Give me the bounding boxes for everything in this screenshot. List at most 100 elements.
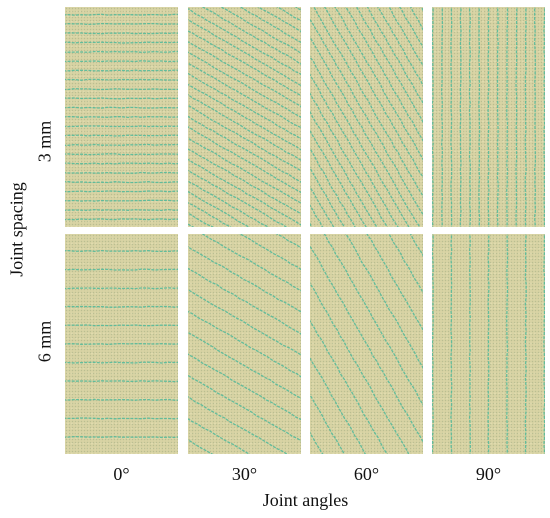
joint-line: [65, 249, 178, 253]
joint-lines: [65, 13, 178, 221]
joint-line: [188, 310, 301, 378]
joint-line: [65, 398, 178, 401]
joint-line: [65, 32, 178, 35]
joint-line: [65, 417, 178, 420]
joint-line: [355, 7, 423, 124]
col-axis-title: Joint angles: [262, 490, 349, 510]
joint-line: [310, 55, 410, 227]
joint-line: [543, 7, 545, 227]
panel-6mm-90deg: [432, 234, 545, 454]
joint-line: [405, 7, 424, 172]
joint-line: [188, 8, 301, 75]
row-label-3mm: 3 mm: [34, 120, 55, 163]
joint-line: [65, 134, 178, 137]
joint-line: [313, 7, 423, 198]
joint-line: [506, 234, 509, 454]
joint-line: [65, 69, 178, 72]
joint-line: [65, 22, 178, 26]
panel-3mm-30deg: [188, 7, 301, 227]
col-label-30deg: 30°: [231, 464, 258, 484]
joint-line: [397, 234, 423, 404]
joint-line: [188, 163, 295, 227]
joint-line: [432, 234, 434, 454]
joint-line: [65, 13, 178, 16]
joint-line: [323, 234, 423, 406]
joint-line: [65, 41, 178, 44]
joint-line: [310, 36, 421, 227]
joint-line: [188, 396, 289, 454]
joint-line: [188, 245, 301, 313]
joint-line: [310, 110, 378, 227]
joint-line: [188, 148, 301, 215]
joint-line: [65, 181, 178, 184]
joint-line: [310, 319, 389, 454]
joint-line: [65, 287, 178, 290]
joint-line: [388, 7, 423, 67]
joint-line: [450, 7, 453, 227]
joint-line: [188, 390, 295, 454]
joint-line: [65, 305, 178, 308]
joint-line: [478, 7, 481, 227]
joint-lines: [65, 249, 178, 439]
joint-line: [65, 380, 178, 383]
joint-line: [65, 162, 178, 165]
joint-line: [310, 129, 367, 227]
joint-line: [524, 234, 527, 454]
joint-line: [334, 7, 423, 161]
joint-line: [65, 153, 178, 156]
joint-line: [533, 7, 537, 227]
joint-line: [310, 393, 345, 454]
joint-line: [323, 7, 423, 179]
joint-line: [238, 234, 301, 271]
col-label-60deg: 60°: [353, 464, 380, 484]
joint-line: [310, 18, 423, 216]
joint-line: [65, 106, 178, 109]
joint-line: [409, 234, 423, 257]
joint-line: [487, 234, 490, 454]
joint-line: [65, 115, 178, 119]
joint-line: [194, 234, 301, 298]
joint-line: [65, 208, 178, 212]
joint-line: [188, 137, 301, 204]
joint-line: [65, 171, 178, 174]
joint-line: [65, 50, 178, 53]
joint-line: [65, 190, 178, 193]
joint-line: [188, 158, 301, 226]
joint-lines: [310, 7, 423, 227]
joint-line: [65, 88, 178, 91]
joint-lines: [188, 7, 301, 227]
joint-line: [310, 281, 410, 454]
joint-line: [524, 7, 527, 227]
joint-line: [344, 234, 423, 370]
joint-line: [506, 7, 509, 227]
joint-line: [310, 204, 324, 227]
joint-line: [188, 267, 301, 335]
joint-line: [468, 7, 471, 227]
joint-line: [487, 7, 490, 227]
joint-line: [188, 353, 301, 421]
joint-line: [377, 7, 423, 87]
joint-line: [366, 7, 423, 105]
joint-lines: [432, 7, 545, 227]
joint-line: [310, 245, 423, 444]
joint-line: [366, 234, 423, 332]
joint-line: [344, 7, 423, 142]
joint-line: [310, 147, 356, 227]
panel-3mm-90deg: [432, 7, 545, 227]
joint-line: [496, 7, 499, 227]
joint-line: [188, 30, 301, 97]
joint-line: [201, 234, 301, 292]
joint-line: [310, 62, 329, 227]
joint-line: [188, 374, 301, 442]
joint-line: [65, 218, 178, 221]
joint-line: [515, 7, 518, 227]
panel-3mm-60deg: [310, 7, 423, 227]
joint-line: [65, 143, 178, 146]
joint-line: [543, 234, 545, 454]
joint-line: [65, 342, 178, 346]
joint-line: [65, 97, 178, 100]
panel-6mm-0deg: [65, 234, 178, 454]
joint-line: [65, 199, 178, 202]
joint-line: [188, 18, 301, 87]
joint-line: [65, 268, 178, 271]
